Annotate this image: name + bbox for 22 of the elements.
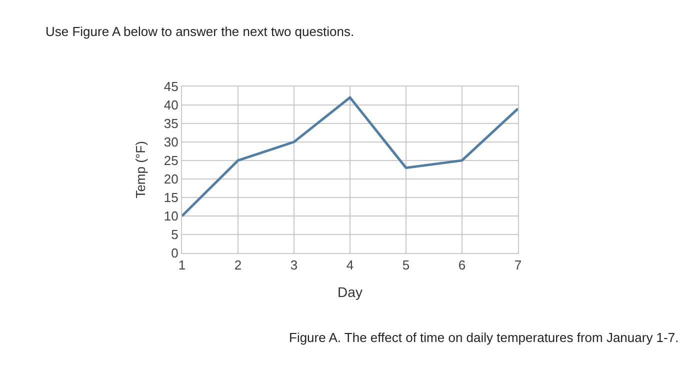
y-tick-label: 0 <box>171 246 178 261</box>
y-tick-label: 30 <box>164 134 178 150</box>
x-tick-label: 7 <box>514 258 522 273</box>
chart-title: Use Figure A below to answer the next two questions. <box>46 24 354 39</box>
x-tick-label: 2 <box>234 258 242 273</box>
y-tick-label: 5 <box>171 227 178 242</box>
line-series <box>182 96 518 218</box>
x-tick-label: 3 <box>290 258 298 273</box>
x-tick-label: 1 <box>178 258 186 273</box>
x-tick-label: 6 <box>458 258 466 273</box>
x-axis-title: Day <box>338 284 362 300</box>
x-tick-label: 5 <box>402 258 410 273</box>
y-tick-label: 40 <box>164 97 178 112</box>
y-tick-label: 15 <box>164 190 178 205</box>
y-tick-label: 35 <box>164 116 178 131</box>
y-tick-label: 20 <box>164 171 178 186</box>
text: Figure A. The effect of time on daily temperatures from January 1-7. <box>289 330 679 345</box>
y-axis-title: Temp (°F) <box>132 141 148 198</box>
y-tick-label: 10 <box>164 208 178 224</box>
y-tick-label: 25 <box>164 152 178 168</box>
y-tick-label: 45 <box>164 78 178 94</box>
x-tick-label: 4 <box>346 258 354 273</box>
